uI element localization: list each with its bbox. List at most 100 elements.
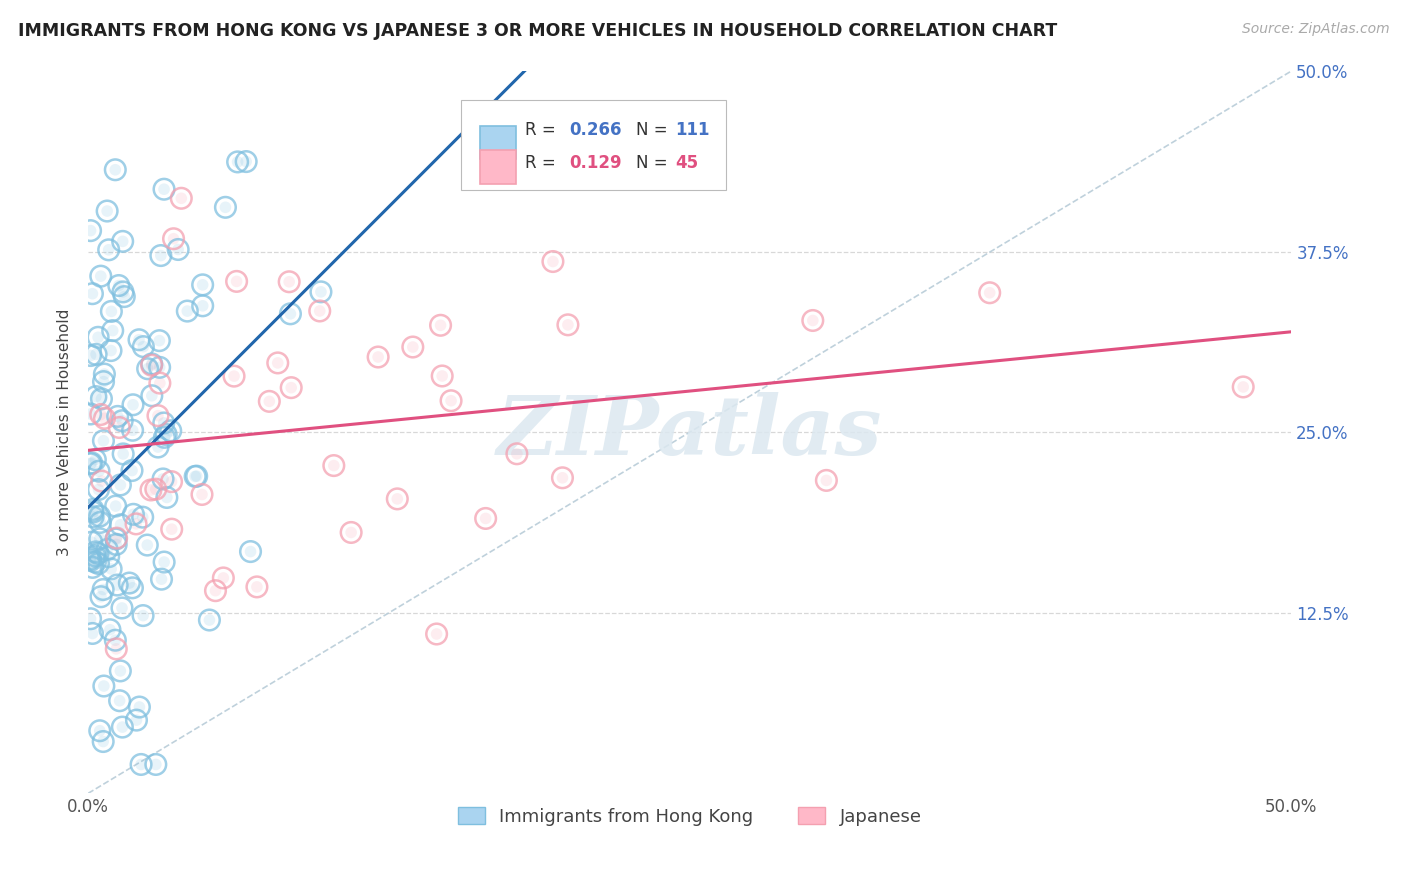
Point — [162, 232, 184, 246]
Point — [105, 531, 128, 545]
Point — [89, 516, 111, 530]
Legend: Immigrants from Hong Kong, Japanese: Immigrants from Hong Kong, Japanese — [449, 798, 931, 835]
Point — [160, 475, 183, 489]
Point — [80, 456, 103, 470]
Point — [278, 275, 301, 289]
Point — [226, 155, 249, 169]
Point — [87, 557, 110, 571]
Point — [474, 511, 496, 525]
Point — [212, 571, 235, 585]
Point — [82, 510, 104, 524]
Point — [111, 720, 134, 734]
Point — [239, 544, 262, 558]
Point — [79, 457, 101, 471]
Point — [112, 290, 135, 304]
Point — [125, 713, 148, 727]
Point — [87, 557, 110, 571]
Point — [557, 318, 579, 332]
Point — [149, 248, 172, 262]
Point — [440, 393, 463, 408]
Point — [125, 516, 148, 531]
Point — [100, 304, 122, 318]
Point — [139, 483, 162, 497]
Point — [167, 243, 190, 257]
Point — [212, 571, 235, 585]
Point — [160, 475, 183, 489]
Point — [118, 576, 141, 591]
Point — [155, 427, 177, 442]
Point — [82, 510, 104, 524]
Point — [93, 679, 115, 693]
Text: R =: R = — [524, 121, 555, 139]
Point — [150, 572, 173, 586]
Point — [84, 452, 107, 467]
Point — [121, 464, 143, 478]
Point — [82, 286, 104, 301]
Point — [84, 555, 107, 569]
Point — [83, 549, 105, 563]
Point — [84, 390, 107, 404]
Point — [121, 423, 143, 437]
Point — [801, 313, 824, 327]
Point — [145, 757, 167, 772]
Point — [104, 162, 127, 177]
Point — [79, 457, 101, 471]
Point — [198, 613, 221, 627]
Point — [557, 318, 579, 332]
Point — [309, 285, 332, 299]
Point — [89, 532, 111, 546]
Point — [153, 430, 176, 444]
Point — [89, 509, 111, 524]
Point — [429, 318, 451, 333]
Point — [84, 452, 107, 467]
Point — [152, 472, 174, 486]
Point — [96, 542, 118, 557]
Point — [186, 469, 208, 483]
Point — [153, 182, 176, 196]
Point — [93, 434, 115, 448]
Point — [1232, 380, 1254, 394]
Point — [108, 694, 131, 708]
Point — [367, 350, 389, 364]
Point — [222, 369, 245, 384]
Text: 0.129: 0.129 — [569, 154, 621, 172]
Point — [100, 343, 122, 358]
Point — [136, 538, 159, 552]
Point — [93, 434, 115, 448]
Point — [82, 626, 104, 640]
Point — [149, 360, 172, 375]
Point — [184, 469, 207, 483]
Point — [280, 307, 302, 321]
Point — [141, 357, 163, 371]
Point — [84, 390, 107, 404]
Point — [97, 549, 120, 564]
Point — [104, 633, 127, 648]
Point — [105, 641, 128, 656]
Point — [121, 581, 143, 595]
Point — [191, 299, 214, 313]
Point — [128, 700, 150, 714]
Point — [551, 471, 574, 485]
Point — [506, 447, 529, 461]
Point — [204, 583, 226, 598]
Point — [146, 409, 169, 423]
Point — [259, 394, 281, 409]
Text: N =: N = — [636, 154, 668, 172]
Y-axis label: 3 or more Vehicles in Household: 3 or more Vehicles in Household — [58, 309, 72, 556]
Point — [97, 243, 120, 257]
Point — [815, 474, 838, 488]
Point — [440, 393, 463, 408]
Point — [979, 285, 1001, 300]
Point — [152, 416, 174, 430]
Point — [506, 447, 529, 461]
Point — [125, 516, 148, 531]
Point — [87, 546, 110, 560]
Point — [98, 623, 121, 637]
Point — [141, 358, 163, 372]
Point — [170, 191, 193, 205]
Point — [267, 356, 290, 370]
Point — [153, 555, 176, 569]
Point — [159, 424, 181, 438]
Point — [541, 254, 564, 268]
Point — [91, 734, 114, 748]
